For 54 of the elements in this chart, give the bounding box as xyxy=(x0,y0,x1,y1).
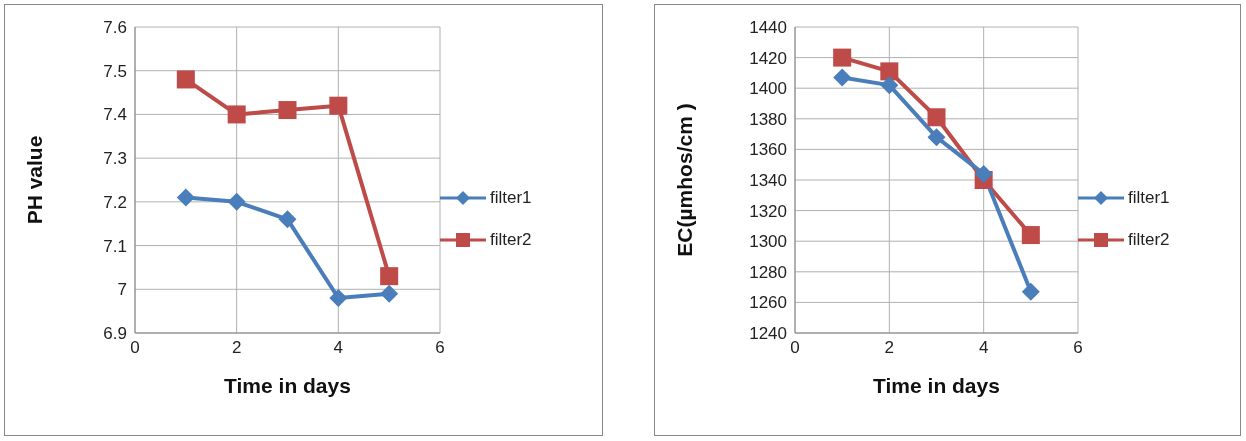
point xyxy=(380,284,399,303)
x-tick-label: 6 xyxy=(435,338,445,358)
point xyxy=(227,192,246,211)
legend-label: filter1 xyxy=(490,188,532,208)
point xyxy=(927,128,946,147)
point xyxy=(278,101,297,120)
point xyxy=(329,96,348,115)
point xyxy=(1021,226,1040,245)
y-tick-label: 1440 xyxy=(749,18,787,38)
point xyxy=(329,289,348,308)
legend-label: filter2 xyxy=(1128,230,1170,250)
x-tick-label: 2 xyxy=(231,338,242,358)
point xyxy=(974,164,993,183)
y-tick-label: 7.4 xyxy=(103,105,127,125)
y-tick-label: 1320 xyxy=(749,201,787,221)
y-tick-label: 1420 xyxy=(749,48,787,68)
y-tick-label: 7.3 xyxy=(103,149,127,169)
y-tick-label: 1240 xyxy=(749,324,787,344)
y-tick-label: 1400 xyxy=(749,79,787,99)
y-tick-label: 1280 xyxy=(749,262,787,282)
y-tick-label: 1380 xyxy=(749,109,787,129)
y-tick-label: 6.9 xyxy=(103,324,127,344)
point xyxy=(927,108,946,127)
legend-label: filter1 xyxy=(1128,188,1170,208)
x-tick-label: 4 xyxy=(333,338,344,358)
x-tick-label: 6 xyxy=(1073,338,1083,358)
y-tick-label: 7 xyxy=(117,280,127,300)
point xyxy=(880,62,899,81)
point xyxy=(176,188,195,207)
point xyxy=(880,76,899,95)
point xyxy=(227,105,246,124)
y-tick-label: 1300 xyxy=(749,232,787,252)
legend-label: filter2 xyxy=(490,230,532,250)
point xyxy=(833,48,852,67)
x-axis-title: Time in days xyxy=(873,374,1000,397)
x-tick-label: 2 xyxy=(884,338,895,358)
y-tick-label: 1260 xyxy=(749,293,787,313)
point xyxy=(833,68,852,87)
point xyxy=(1021,282,1040,301)
point xyxy=(278,210,297,229)
y-tick-label: 7.2 xyxy=(103,192,127,212)
x-tick-label: 4 xyxy=(978,338,989,358)
y-tick-label: 7.5 xyxy=(103,61,127,81)
y-tick-label: 1360 xyxy=(749,140,787,160)
y-tick-label: 7.6 xyxy=(103,18,127,38)
y-axis-title: PH value xyxy=(23,135,47,225)
y-tick-label: 7.1 xyxy=(103,236,127,256)
point xyxy=(176,70,195,89)
x-tick-label: 0 xyxy=(130,338,140,358)
point xyxy=(380,267,399,286)
y-tick-label: 1340 xyxy=(749,171,787,191)
x-axis-title: Time in days xyxy=(224,374,351,397)
x-tick-label: 0 xyxy=(790,338,800,358)
y-axis-title: EC(µmhos/cm ) xyxy=(673,103,697,257)
